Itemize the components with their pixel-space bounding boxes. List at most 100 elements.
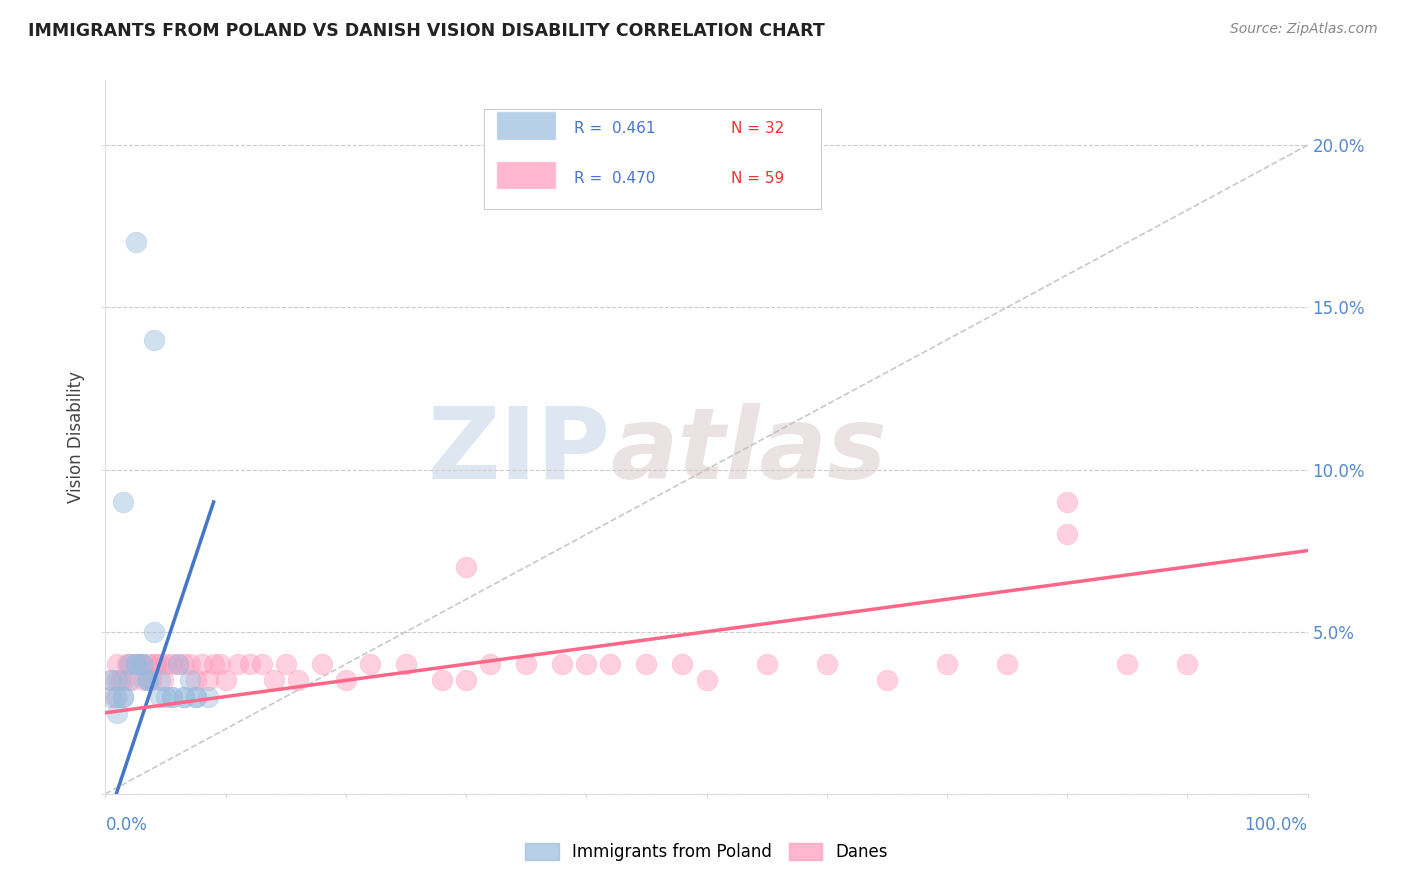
Point <box>100 673 122 688</box>
Point <box>173 690 195 704</box>
Point <box>131 657 153 672</box>
Text: R =  0.470: R = 0.470 <box>574 170 655 186</box>
Point <box>166 657 188 672</box>
Point <box>124 235 146 250</box>
Point <box>454 559 477 574</box>
Point <box>155 657 177 672</box>
Point <box>876 673 898 688</box>
Text: Source: ZipAtlas.com: Source: ZipAtlas.com <box>1230 22 1378 37</box>
Point <box>359 657 381 672</box>
Point <box>454 673 477 688</box>
FancyBboxPatch shape <box>496 161 557 189</box>
Point <box>1056 495 1078 509</box>
Point <box>263 673 285 688</box>
Point <box>107 673 129 688</box>
Point <box>202 657 225 672</box>
Point <box>160 690 183 704</box>
Point <box>173 657 195 672</box>
Text: N = 32: N = 32 <box>731 120 783 136</box>
Point <box>166 657 188 672</box>
Point <box>136 673 159 688</box>
Y-axis label: Vision Disability: Vision Disability <box>67 371 86 503</box>
Point <box>118 657 141 672</box>
Point <box>179 657 201 672</box>
Point <box>100 690 122 704</box>
Point <box>936 657 959 672</box>
Point <box>148 690 170 704</box>
Text: 100.0%: 100.0% <box>1244 816 1308 834</box>
Point <box>335 673 357 688</box>
Point <box>755 657 778 672</box>
Point <box>250 657 273 672</box>
Point <box>108 673 131 688</box>
Point <box>124 657 146 672</box>
Point <box>124 657 146 672</box>
Point <box>815 657 838 672</box>
Point <box>214 673 236 688</box>
Point <box>551 657 574 672</box>
Point <box>142 624 165 639</box>
Text: atlas: atlas <box>610 403 887 500</box>
Text: N = 59: N = 59 <box>731 170 783 186</box>
Point <box>136 673 159 688</box>
Point <box>515 657 537 672</box>
Point <box>124 657 146 672</box>
Point <box>145 657 167 672</box>
Point <box>112 690 135 704</box>
Point <box>1116 657 1139 672</box>
Point <box>1175 657 1198 672</box>
Point <box>128 657 150 672</box>
Point <box>121 673 143 688</box>
Point <box>184 690 207 704</box>
Point <box>142 657 165 672</box>
Point <box>311 657 333 672</box>
Point <box>112 673 135 688</box>
Point <box>152 673 174 688</box>
Point <box>190 657 212 672</box>
Point <box>148 673 170 688</box>
Text: 0.0%: 0.0% <box>105 816 148 834</box>
Point <box>136 657 159 672</box>
Point <box>112 690 135 704</box>
Point <box>184 690 207 704</box>
Point <box>184 673 207 688</box>
Point <box>142 333 165 347</box>
Point <box>995 657 1018 672</box>
Point <box>118 673 141 688</box>
Point <box>479 657 502 672</box>
Point <box>226 657 249 672</box>
Point <box>274 657 297 672</box>
Point <box>696 673 718 688</box>
Point <box>107 706 129 720</box>
Point <box>197 690 219 704</box>
Point <box>131 657 153 672</box>
Point <box>239 657 262 672</box>
Point <box>395 657 418 672</box>
Point <box>118 657 141 672</box>
Point <box>112 495 135 509</box>
Point <box>131 657 153 672</box>
Point <box>139 673 162 688</box>
Point <box>104 690 127 704</box>
FancyBboxPatch shape <box>484 109 821 209</box>
Point <box>1056 527 1078 541</box>
Point <box>136 673 159 688</box>
Legend: Immigrants from Poland, Danes: Immigrants from Poland, Danes <box>519 836 894 868</box>
Point <box>173 690 195 704</box>
Point <box>575 657 598 672</box>
Point <box>148 657 170 672</box>
Point <box>160 690 183 704</box>
Point <box>430 673 453 688</box>
Point <box>197 673 219 688</box>
Point <box>636 657 658 672</box>
Point <box>132 673 155 688</box>
Point <box>160 657 183 672</box>
Point <box>107 690 129 704</box>
Point <box>179 673 201 688</box>
Point <box>671 657 693 672</box>
Text: R =  0.461: R = 0.461 <box>574 120 655 136</box>
Point <box>115 657 138 672</box>
FancyBboxPatch shape <box>496 111 557 139</box>
Point <box>599 657 621 672</box>
Point <box>107 657 129 672</box>
